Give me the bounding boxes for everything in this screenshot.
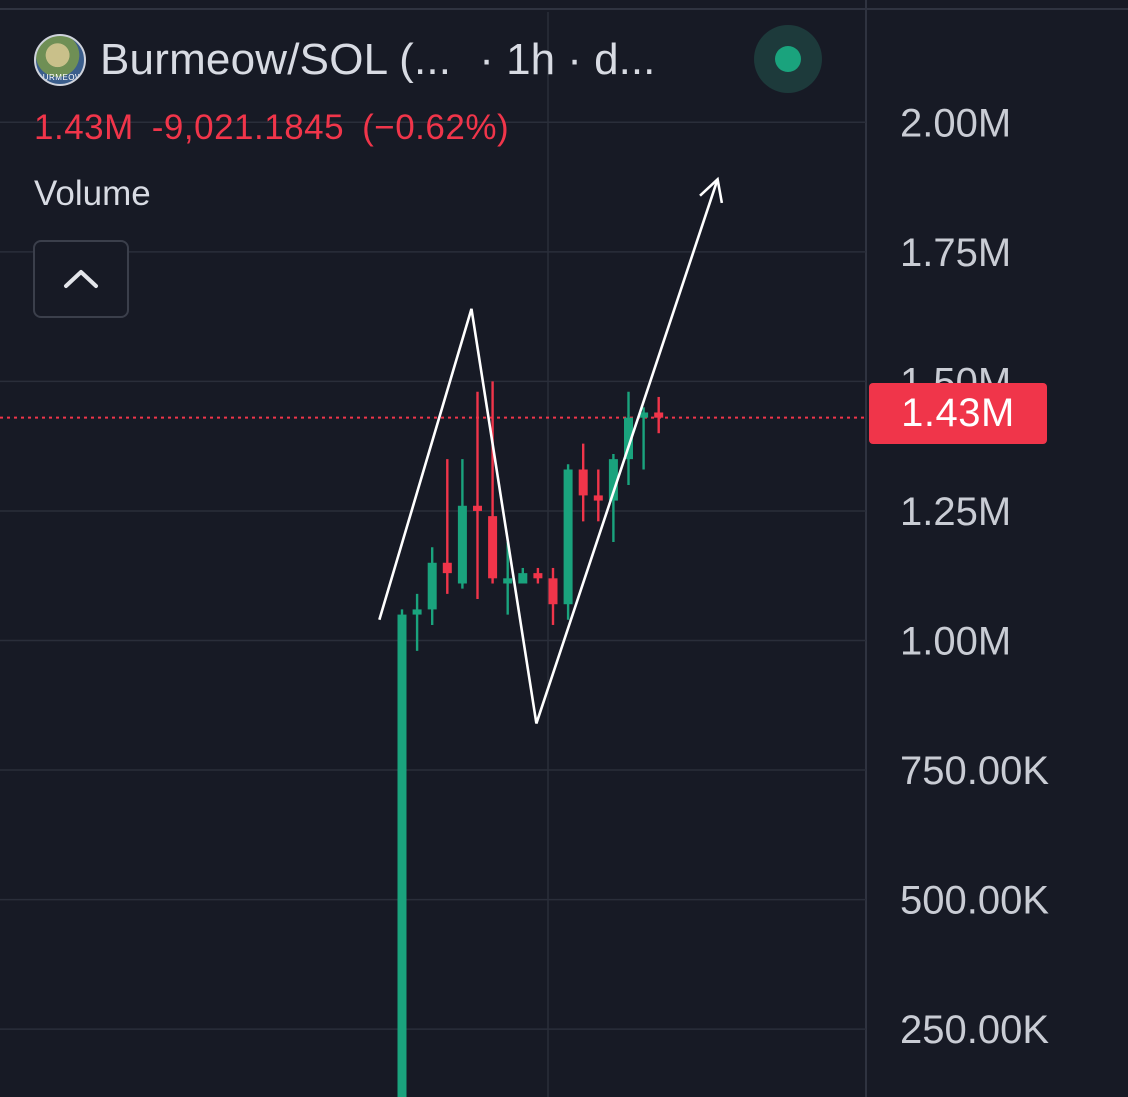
market-status-indicator[interactable] — [754, 25, 822, 93]
chart-header: BURMEOW Burmeow/SOL (... · 1h · d... — [34, 34, 655, 86]
quote-line: 1.43M -9,021.1845 (−0.62%) — [34, 108, 527, 148]
candle-body — [457, 505, 467, 584]
candle-body — [624, 417, 633, 460]
candle-body — [518, 573, 528, 584]
y-tick-label: 1.25M — [900, 490, 1011, 534]
candle-body — [503, 578, 513, 584]
interval-label[interactable]: · 1h · d... — [479, 35, 656, 84]
candle-body — [488, 516, 498, 579]
price-change-percent: (−0.62%) — [362, 108, 510, 147]
volume-label[interactable]: Volume — [34, 174, 151, 213]
y-tick-label: 500.00K — [900, 879, 1049, 923]
candle-body — [412, 609, 422, 615]
candle-body — [593, 495, 603, 501]
candle-body — [608, 459, 618, 501]
y-tick-label: 1.75M — [900, 231, 1011, 275]
candle-body — [533, 573, 543, 579]
y-tick-label: 250.00K — [900, 1008, 1049, 1052]
chevron-up-icon — [64, 270, 98, 288]
collapse-indicators-button[interactable] — [33, 240, 129, 318]
last-price-axis-tag: 1.43M — [869, 383, 1047, 444]
y-tick-label: 2.00M — [900, 101, 1011, 145]
candle-body — [578, 469, 588, 496]
price-change: -9,021.1845 — [151, 108, 345, 147]
y-tick-label: 750.00K — [900, 749, 1049, 793]
annotation-zigzag — [378, 178, 719, 724]
candle-body — [563, 469, 573, 605]
green-dot-icon — [775, 46, 801, 72]
annotation-arrowhead — [699, 176, 724, 204]
avatar-text: BURMEOW — [36, 73, 84, 82]
token-avatar[interactable]: BURMEOW — [34, 34, 86, 86]
y-tick-label: 1.00M — [900, 620, 1011, 664]
candle-body — [427, 562, 437, 610]
candle-body — [473, 505, 482, 511]
candle-body — [397, 614, 407, 1097]
candle-body — [442, 562, 452, 574]
candle-body — [639, 412, 649, 418]
candle-body — [654, 412, 664, 418]
last-price: 1.43M — [34, 108, 134, 147]
candle-body — [548, 578, 558, 605]
symbol-title[interactable]: Burmeow/SOL (... — [100, 35, 452, 84]
